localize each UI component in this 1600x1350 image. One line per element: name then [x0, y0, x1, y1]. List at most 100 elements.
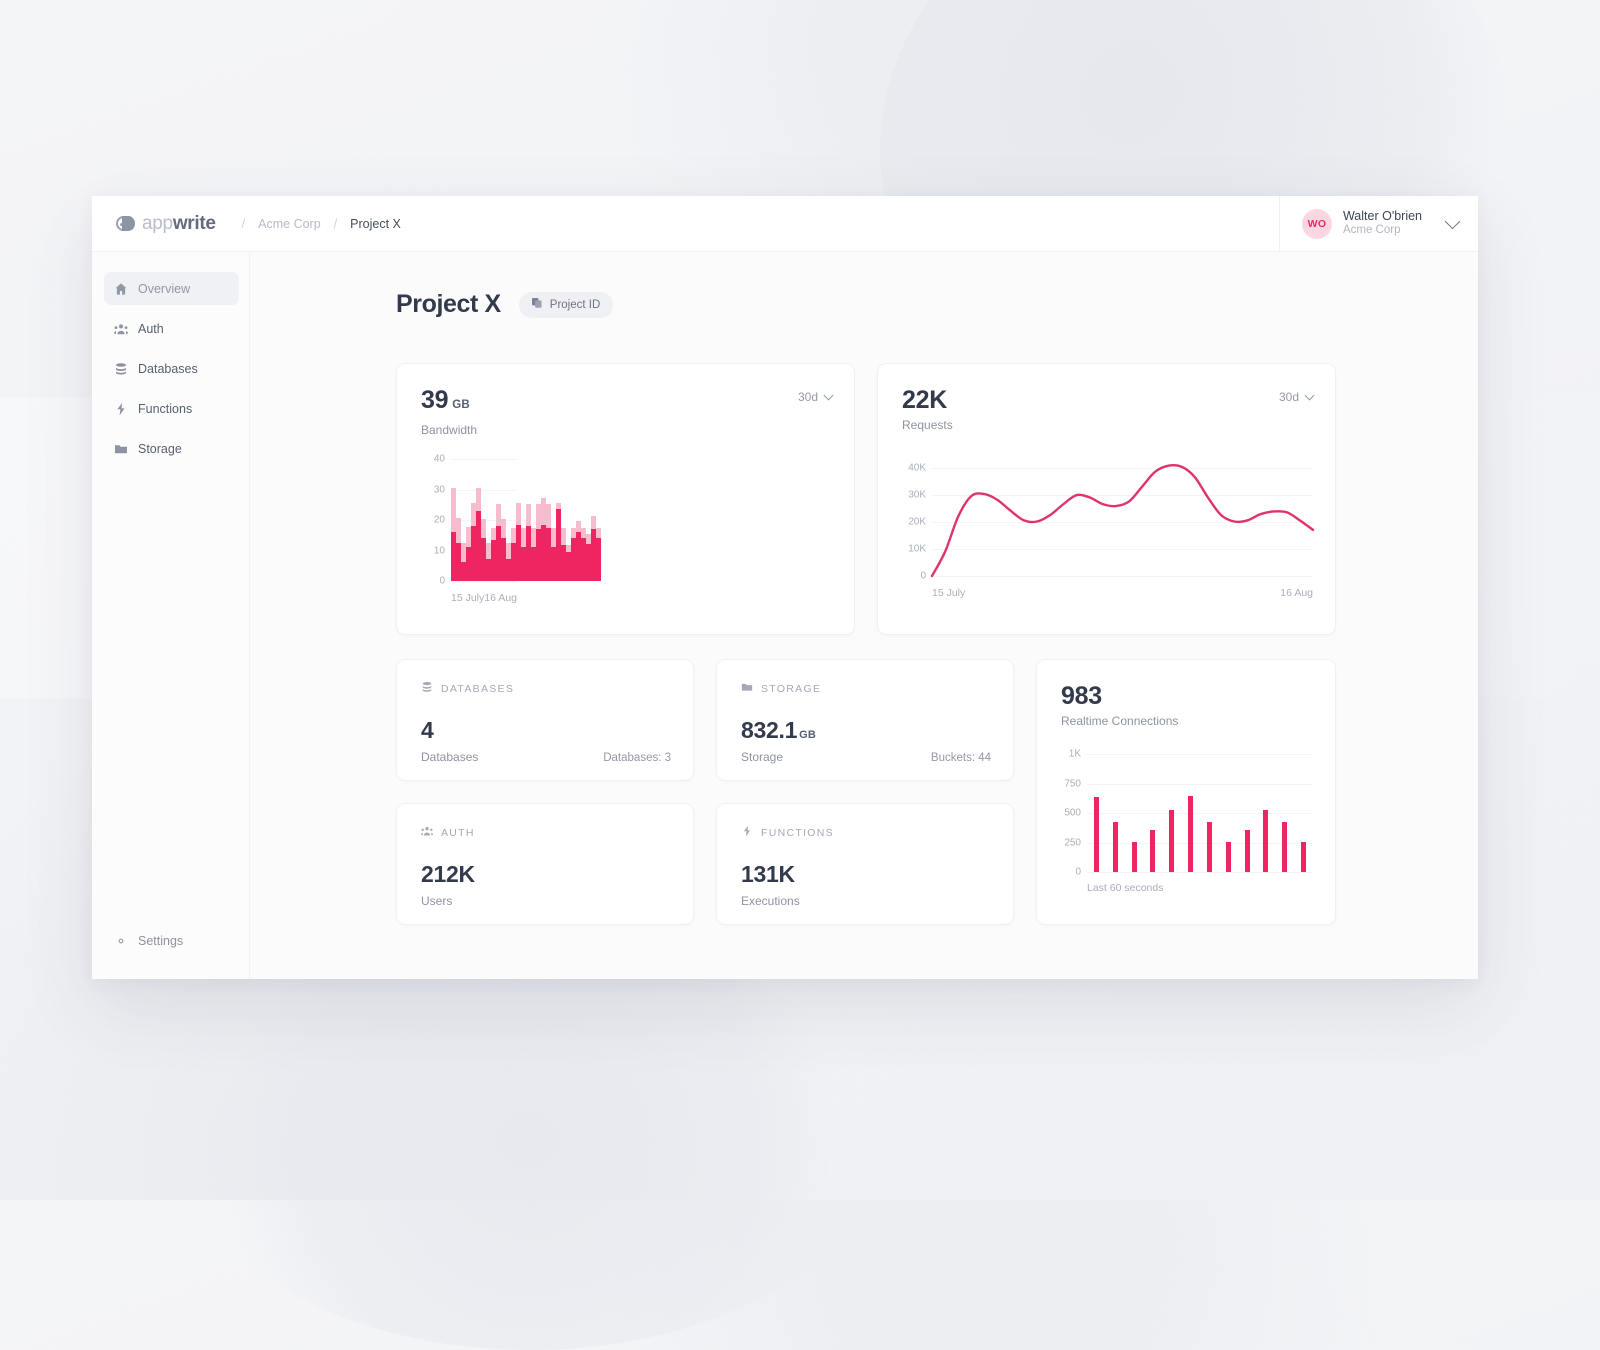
x-label-end: 16 Aug [1280, 587, 1313, 599]
project-id-badge[interactable]: Project ID [518, 291, 614, 318]
bar [571, 527, 576, 581]
y-tick-label: 20K [908, 516, 926, 528]
x-label-end: 16 Aug [484, 592, 517, 604]
bar-segment-total [481, 518, 486, 539]
bar-slot [461, 459, 466, 581]
charts-row: 39 GB Bandwidth 30d 0 10 20 30 40 [396, 363, 1336, 635]
bar [1093, 797, 1099, 872]
auth-name: Users [421, 894, 453, 908]
bar-segment-total [511, 527, 516, 543]
y-tick-label: 250 [1064, 837, 1081, 848]
y-tick-label: 30K [908, 489, 926, 501]
bar-slot [521, 459, 526, 581]
breadcrumb-org[interactable]: Acme Corp [258, 216, 321, 231]
bar [1112, 822, 1118, 872]
storage-card[interactable]: STORAGE 832.1 GB Storage Buckets: 44 [716, 659, 1014, 781]
breadcrumb-project[interactable]: Project X [350, 216, 401, 231]
bar-slot [481, 459, 486, 581]
users-icon [421, 825, 433, 840]
bar-segment-used [551, 546, 556, 581]
bar-slot [586, 459, 591, 581]
bar-slot [511, 459, 516, 581]
databases-card[interactable]: DATABASES 4 Databases Databases: 3 [396, 659, 694, 781]
bar-slot [591, 459, 596, 581]
auth-value: 212K [421, 861, 475, 887]
y-tick-label: 0 [439, 575, 445, 587]
gridline [932, 548, 1313, 550]
bar-slot [581, 459, 586, 581]
bar-segment-total [581, 527, 586, 539]
sidebar-item-auth[interactable]: Auth [104, 312, 239, 345]
gridline [1087, 842, 1313, 844]
gridline [451, 489, 517, 491]
storage-kicker: STORAGE [761, 682, 822, 695]
bar-segment-total [566, 545, 571, 553]
bar [576, 520, 581, 581]
gridline [932, 576, 1313, 577]
bar [521, 527, 526, 581]
bar-slot [456, 459, 461, 581]
stats-row: DATABASES 4 Databases Databases: 3 [396, 659, 1336, 925]
sidebar-item-settings[interactable]: Settings [104, 924, 239, 957]
bar-slot [486, 459, 491, 581]
gridline [932, 467, 1313, 469]
requests-range-selector[interactable]: 30d [1279, 386, 1315, 404]
bar-segment-used [571, 538, 576, 581]
databases-value-group: 4 [421, 717, 671, 744]
bar [1150, 829, 1156, 872]
bar-slot [501, 459, 506, 581]
bar-segment-used [501, 538, 506, 581]
sidebar-item-overview[interactable]: Overview [104, 272, 239, 305]
functions-card[interactable]: FUNCTIONS 131K Executions [716, 803, 1014, 925]
bandwidth-range-selector[interactable]: 30d [798, 386, 834, 404]
bar-segment-used [556, 509, 561, 581]
bandwidth-label: Bandwidth [421, 423, 478, 437]
bar-segment-used [476, 510, 481, 581]
databases-value: 4 [421, 717, 434, 743]
requests-plot [932, 454, 1313, 576]
databases-name: Databases [421, 750, 479, 764]
y-tick-label: 500 [1064, 807, 1081, 819]
bar-segment-used [546, 527, 551, 581]
bar [1169, 810, 1175, 872]
bar-segment-total [521, 527, 526, 547]
bar [1225, 842, 1231, 872]
bar-segment-total [541, 498, 546, 526]
bar-slot [1219, 754, 1238, 872]
requests-label: Requests [902, 418, 953, 432]
bar-slot [506, 459, 511, 581]
user-org: Acme Corp [1342, 224, 1401, 236]
auth-card[interactable]: AUTH 212K Users [396, 803, 694, 925]
chevron-down-icon[interactable] [1444, 213, 1461, 229]
bar-segment-total [516, 503, 521, 525]
sidebar-item-storage[interactable]: Storage [104, 432, 239, 465]
y-tick-label: 1K [1068, 748, 1081, 760]
bar-segment-total [536, 503, 541, 529]
bar-slot [496, 459, 501, 581]
bar-slot [491, 459, 496, 581]
gridline [932, 521, 1313, 523]
bandwidth-value-group: 39 GB [421, 386, 477, 420]
brand-text: appwrite [142, 213, 216, 235]
bar-segment-used [466, 546, 471, 581]
bar-segment-total [496, 503, 501, 526]
brand-logo[interactable]: appwrite [92, 213, 216, 235]
realtime-connections-card: 983 Realtime Connections 0 250 500 750 1K La… [1036, 659, 1336, 925]
databases-kicker: DATABASES [441, 682, 515, 695]
gridline [1087, 754, 1313, 755]
sidebar: Overview Auth Databases Functions [92, 252, 250, 979]
bar [566, 545, 571, 581]
brand-name-light: app [142, 212, 173, 234]
realtime-y-axis: 0 250 500 750 1K [1061, 749, 1087, 878]
bar [1206, 822, 1212, 872]
bandwidth-unit: GB [452, 399, 470, 411]
bar-slot [1238, 754, 1257, 872]
bar-segment-total [561, 527, 566, 546]
sidebar-item-databases[interactable]: Databases [104, 352, 239, 385]
auth-value-group: 212K [421, 861, 671, 888]
bar-slot [1256, 754, 1275, 872]
bar-segment-used [561, 545, 566, 581]
sidebar-item-functions[interactable]: Functions [104, 392, 239, 425]
user-menu[interactable]: WO Walter O'brien Acme Corp [1278, 196, 1478, 252]
bar [561, 527, 566, 581]
